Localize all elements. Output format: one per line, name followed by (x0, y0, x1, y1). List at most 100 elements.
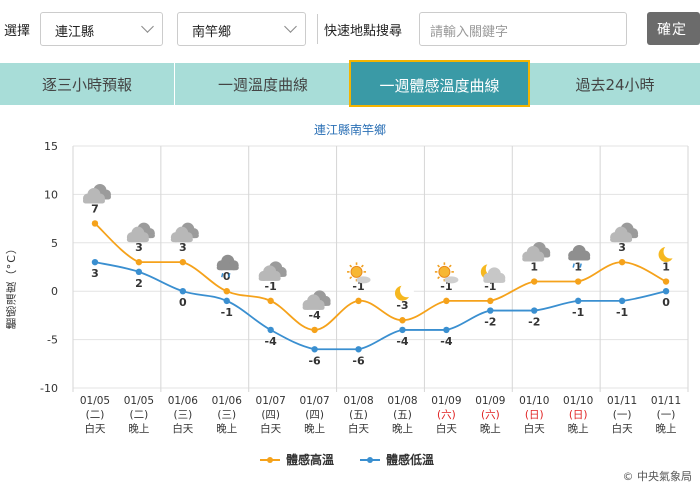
y-tick-label: 10 (44, 188, 58, 201)
data-label: -1 (221, 306, 233, 319)
sun-ray (349, 264, 353, 268)
x-tick-weekday: (二) (86, 409, 105, 421)
data-label: 3 (179, 241, 187, 254)
data-label: 1 (574, 261, 582, 274)
forecast-tabs: 逐三小時預報 一週溫度曲線 一週體感溫度曲線 過去24小時 (0, 60, 700, 107)
series-point (618, 297, 626, 305)
search-placeholder: 請輸入關鍵字 (430, 25, 509, 40)
location-toolbar: 選擇 連江縣 南竿鄉 快速地點搜尋 請輸入關鍵字 確定 (0, 0, 700, 58)
series-point (267, 297, 274, 305)
rain-drop (579, 263, 582, 268)
series-point (179, 258, 187, 266)
cloud-part (126, 237, 149, 243)
x-tick-weekday: (日) (525, 409, 544, 421)
select-label: 選擇 (4, 24, 31, 39)
x-tick-date: 01/07 (256, 395, 286, 407)
cloud-part (356, 276, 371, 284)
series-point (267, 326, 274, 334)
chart-title: 連江縣南竿鄉 (313, 123, 386, 137)
tab-three-hour[interactable]: 逐三小時預報 (0, 63, 175, 105)
y-tick-label: 5 (51, 237, 58, 250)
county-select-value: 連江縣 (55, 25, 95, 40)
tab-week-temp[interactable]: 一週溫度曲線 (217, 76, 308, 94)
series-point (355, 346, 362, 353)
series-point (399, 326, 406, 334)
series-point (531, 307, 538, 314)
series-point (574, 278, 582, 285)
series-point (311, 346, 318, 353)
series-point (443, 326, 450, 334)
sun-disc (438, 265, 451, 278)
x-tick-weekday: (二) (130, 409, 149, 421)
series-point (91, 220, 99, 227)
x-tick-period: 白天 (84, 422, 105, 435)
x-tick-weekday: (三) (217, 409, 236, 421)
data-label: -3 (396, 299, 408, 312)
data-label: 3 (618, 241, 626, 254)
tab-week-apparent-temp[interactable]: 一週體感溫度曲線 (349, 60, 530, 107)
x-tick-date: 01/09 (475, 395, 505, 407)
series-point (135, 268, 143, 276)
data-label: 7 (91, 202, 99, 215)
data-label: 0 (179, 296, 187, 309)
cloud-part (82, 198, 105, 204)
legend-marker (367, 457, 373, 463)
series-point (355, 297, 362, 305)
x-tick-period: 晚上 (304, 423, 325, 435)
x-tick-weekday: (五) (349, 409, 368, 421)
y-tick-label: -5 (47, 334, 58, 347)
x-tick-date: 01/11 (607, 395, 637, 407)
x-tick-period: 白天 (436, 422, 457, 435)
cloud-part (216, 265, 239, 271)
series-point (311, 326, 318, 334)
data-label: -1 (616, 306, 628, 319)
y-tick-label: 15 (44, 140, 58, 153)
data-label: 2 (135, 277, 143, 290)
sun-ray (448, 264, 452, 268)
tab-past-24h[interactable]: 過去24小時 (575, 76, 655, 94)
data-label: 1 (530, 261, 538, 274)
series-point (223, 297, 230, 305)
data-label: 3 (135, 241, 143, 254)
series-point (399, 317, 406, 324)
search-input[interactable]: 請輸入關鍵字 (419, 12, 627, 46)
series-point (662, 278, 670, 285)
rain-drop (228, 273, 231, 278)
data-label: 0 (662, 296, 670, 309)
toolbar-divider (317, 14, 318, 44)
data-label: 3 (91, 267, 99, 280)
credit-text: © 中央氣象局 (622, 470, 693, 483)
town-select[interactable]: 南竿鄉 (177, 12, 306, 46)
x-tick-date: 01/06 (168, 395, 199, 407)
data-label: -4 (308, 309, 321, 322)
data-label: -1 (572, 306, 584, 319)
series-point (135, 258, 143, 266)
x-tick-weekday: (五) (393, 409, 412, 421)
sun-ray (437, 264, 441, 268)
quick-search-label: 快速地點搜尋 (324, 24, 403, 39)
data-label: -4 (265, 335, 278, 348)
sun-disc (350, 265, 363, 278)
x-tick-weekday: (三) (173, 409, 192, 421)
x-tick-weekday: (四) (305, 409, 324, 421)
x-tick-period: 晚上 (128, 423, 149, 435)
x-tick-period: 晚上 (216, 423, 237, 435)
y-tick-label: -10 (40, 382, 58, 395)
series-point (223, 288, 230, 295)
sun-ray (349, 276, 353, 280)
series-point (662, 288, 670, 295)
county-select[interactable]: 連江縣 (40, 12, 163, 46)
data-label: -4 (396, 335, 409, 348)
x-tick-weekday: (六) (481, 409, 500, 421)
x-tick-date: 01/08 (387, 395, 417, 407)
x-tick-date: 01/08 (343, 395, 373, 407)
x-tick-period: 白天 (612, 422, 633, 435)
x-tick-period: 晚上 (568, 423, 589, 435)
x-tick-period: 白天 (524, 422, 545, 435)
x-tick-period: 晚上 (656, 423, 677, 435)
series-point (443, 297, 450, 305)
data-label: 1 (662, 261, 670, 274)
sun-ray (360, 264, 364, 268)
confirm-button[interactable]: 確定 (647, 12, 700, 45)
data-label: -2 (484, 316, 496, 329)
